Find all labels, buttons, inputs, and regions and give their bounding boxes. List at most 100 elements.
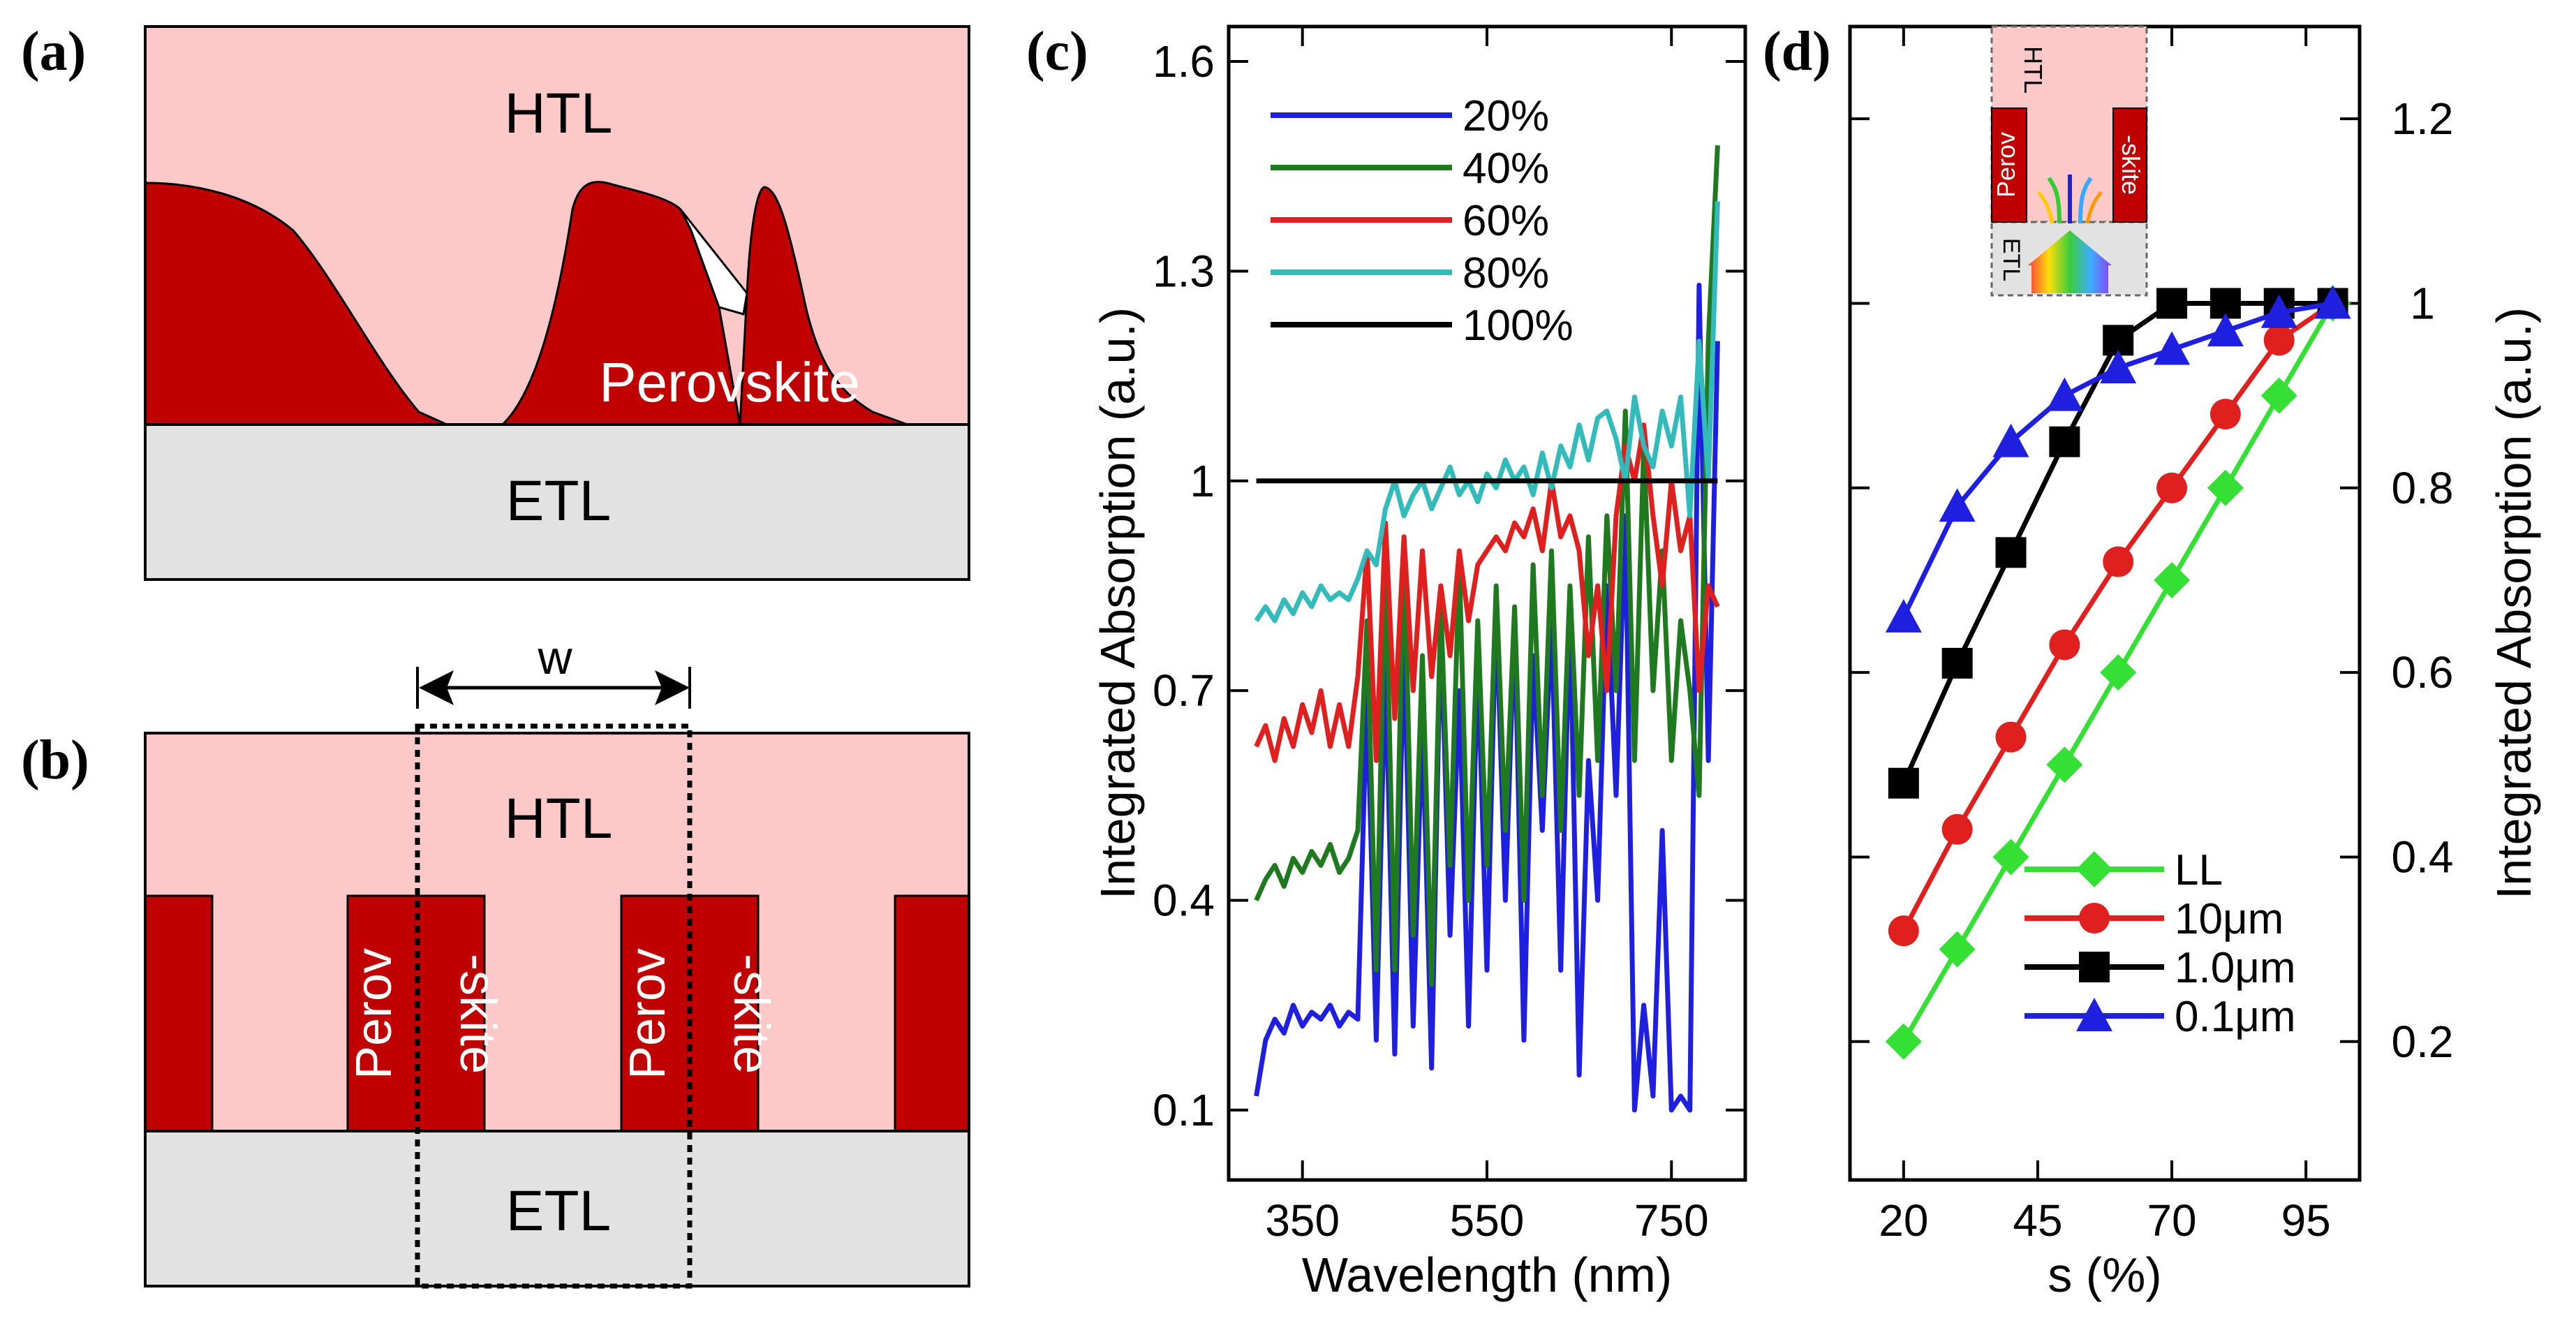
panel-b-pillar-left-edge — [144, 894, 214, 1132]
chart-d-series-1-point — [2263, 325, 2295, 356]
chart-c-ytick-label: 0.1 — [1153, 1085, 1215, 1135]
chart-d-ytick-label: 1.2 — [2392, 94, 2454, 144]
chart-d-series-3-point — [1992, 423, 2029, 457]
panel-d-inset: Perov -skite HTL ETL — [1990, 25, 2148, 297]
panel-b-etl-label: ETL — [506, 1179, 611, 1243]
panel-a-perovskite-grain-1 — [144, 181, 741, 426]
panel-a-frame — [144, 25, 970, 581]
chart-d-ylabel: Integrated Absorption (a.u.) — [2487, 307, 2541, 899]
chart-c-ylabel: Integrated Absorption (a.u.) — [1090, 307, 1145, 899]
panel-a-perovskite-label: Perovskite — [599, 351, 859, 413]
chart-c-plot-area — [1254, 145, 1720, 1113]
chart-d-series-0-point — [1885, 1023, 1922, 1060]
chart-d-legend-label-1: 10μm — [2175, 895, 2283, 943]
chart-d-series-0-point — [1939, 931, 1976, 968]
chart-d-legend-marker-3 — [2076, 998, 2112, 1031]
chart-c-series-1-line — [1254, 145, 1720, 987]
chart-d-ytick-label: 0.6 — [2392, 647, 2454, 698]
panel-b: (b) w HTL ETL Perov -skite Perov -skite — [21, 631, 970, 1289]
chart-c-legend-label-3: 80% — [1463, 249, 1549, 297]
chart-d-series-2-point — [1888, 767, 1919, 799]
chart-c-legend-label-0: 20% — [1463, 92, 1549, 140]
inset-htl-text: HTL — [2019, 46, 2048, 94]
chart-c-ytick-label: 0.4 — [1153, 876, 1215, 926]
chart-d-xtick-label: 20 — [1879, 1195, 1928, 1246]
panel-a-perovskite-grain-2 — [739, 186, 908, 426]
panel-b-label: (b) — [21, 730, 89, 791]
chart-d-xtick-label: 95 — [2281, 1195, 2331, 1246]
chart-d-series-1-point — [1941, 813, 1973, 845]
panel-a-etl-layer — [145, 425, 969, 580]
chart-c-ytick-label: 1.3 — [1153, 246, 1215, 296]
panel-b-unit-cell — [415, 723, 693, 1289]
chart-c-legend-label-2: 60% — [1463, 197, 1549, 245]
inset-perov-text: Perov — [1992, 132, 2020, 198]
chart-d-xtick-label: 45 — [2013, 1195, 2062, 1246]
chart-d-series-3-point — [1939, 488, 1976, 522]
panel-b-htl-label: HTL — [505, 787, 613, 850]
chart-d-series-0-point — [2260, 377, 2297, 414]
chart-c-xlabel: Wavelength (nm) — [1302, 1248, 1672, 1302]
chart-c-ytick-label: 0.7 — [1153, 665, 1215, 716]
panel-b-pillar-2-text-b: -skite — [723, 954, 779, 1074]
chart-c-series-3-line — [1254, 201, 1720, 623]
chart-d-series-0-point — [2207, 469, 2244, 506]
chart-d-legend-label-3: 0.1μm — [2175, 993, 2296, 1041]
chart-c: 350 550 750 0.1 0.4 0.7 1 1.3 1.6 Wavelength (nm)… — [1090, 24, 1747, 1302]
chart-c-ytick-label: 1.6 — [1153, 36, 1215, 87]
panel-b-frame — [144, 732, 970, 1287]
chart-d-series-1-point — [2103, 546, 2134, 577]
chart-d-plot-area — [1885, 285, 2351, 1060]
chart-d: 20 45 70 95 0.2 0.4 0.6 0.8 1 1.2 s (%) Integrated … — [1848, 24, 2541, 1302]
chart-c-legend-label-1: 40% — [1463, 145, 1549, 193]
chart-d-series-2-point — [2049, 426, 2080, 457]
chart-d-legend-label-0: LL — [2175, 846, 2223, 894]
panel-b-pillar-right-edge — [894, 894, 970, 1132]
panel-b-pillar-1-text-b: -skite — [450, 954, 505, 1074]
panel-a: (a) HTL ETL Perovskite — [21, 21, 970, 581]
chart-d-series-2-point — [1995, 537, 2027, 568]
chart-d-ytick-label: 0.4 — [2392, 832, 2454, 882]
chart-c-xtick-label: 750 — [1634, 1195, 1709, 1246]
panel-c-label: (c) — [1026, 21, 1088, 82]
chart-d-legend-marker-2 — [2079, 952, 2110, 982]
panel-a-label: (a) — [21, 21, 86, 82]
chart-c-xtick-label: 550 — [1450, 1195, 1525, 1246]
panel-d-label: (d) — [1763, 21, 1831, 82]
panel-a-void — [679, 209, 748, 316]
chart-d-series-1-point — [2156, 472, 2188, 503]
chart-c-series-2-line — [1254, 422, 1720, 763]
panel-a-etl-label: ETL — [506, 469, 611, 533]
panel-d: (d) 20 45 70 95 0.2 0.4 0.6 0.8 1 1.2 s (%) Integra… — [1763, 21, 2541, 1302]
chart-d-series-3-point — [2100, 349, 2137, 383]
chart-d-series-2-point — [2156, 288, 2188, 319]
chart-d-series-0-point — [2100, 654, 2137, 691]
chart-d-series-0-point — [1992, 839, 2029, 876]
inset-light-arrow — [2028, 230, 2112, 293]
chart-d-legend-marker-0 — [2076, 851, 2112, 887]
panel-c: (c) 350 550 750 0.1 0.4 0.7 1 1.3 1.6 Wavelength … — [1026, 21, 1747, 1302]
chart-d-series-3-point — [2260, 294, 2297, 328]
chart-d-legend-label-2: 1.0μm — [2175, 944, 2296, 992]
inset-skite-text: -skite — [2117, 135, 2145, 195]
chart-d-ytick-label: 0.8 — [2392, 463, 2454, 513]
chart-d-xtick-label: 70 — [2147, 1195, 2196, 1246]
chart-d-series-3-point — [2154, 331, 2191, 365]
panel-b-pillar-2-text-a: Perov — [620, 948, 676, 1079]
chart-c-xtick-label: 350 — [1265, 1195, 1340, 1246]
chart-d-series-3-point — [1885, 598, 1922, 633]
panel-b-pillar-1-text-a: Perov — [346, 948, 402, 1079]
chart-d-series-1-point — [2049, 629, 2080, 660]
chart-c-legend-label-4: 100% — [1463, 302, 1574, 350]
chart-d-series-1-point — [1888, 915, 1919, 947]
panel-b-width-label: w — [537, 631, 572, 684]
chart-d-series-3-point — [2314, 285, 2351, 319]
chart-d-legend-marker-1 — [2079, 903, 2110, 933]
chart-d-series-1-point — [2209, 399, 2241, 430]
panel-b-htl-layer — [145, 733, 969, 1132]
chart-c-series-0-line — [1254, 282, 1720, 1113]
chart-d-series-2-point — [1941, 647, 1973, 679]
chart-d-series-0-point — [2154, 561, 2191, 598]
chart-d-series-3-point — [2207, 313, 2244, 347]
